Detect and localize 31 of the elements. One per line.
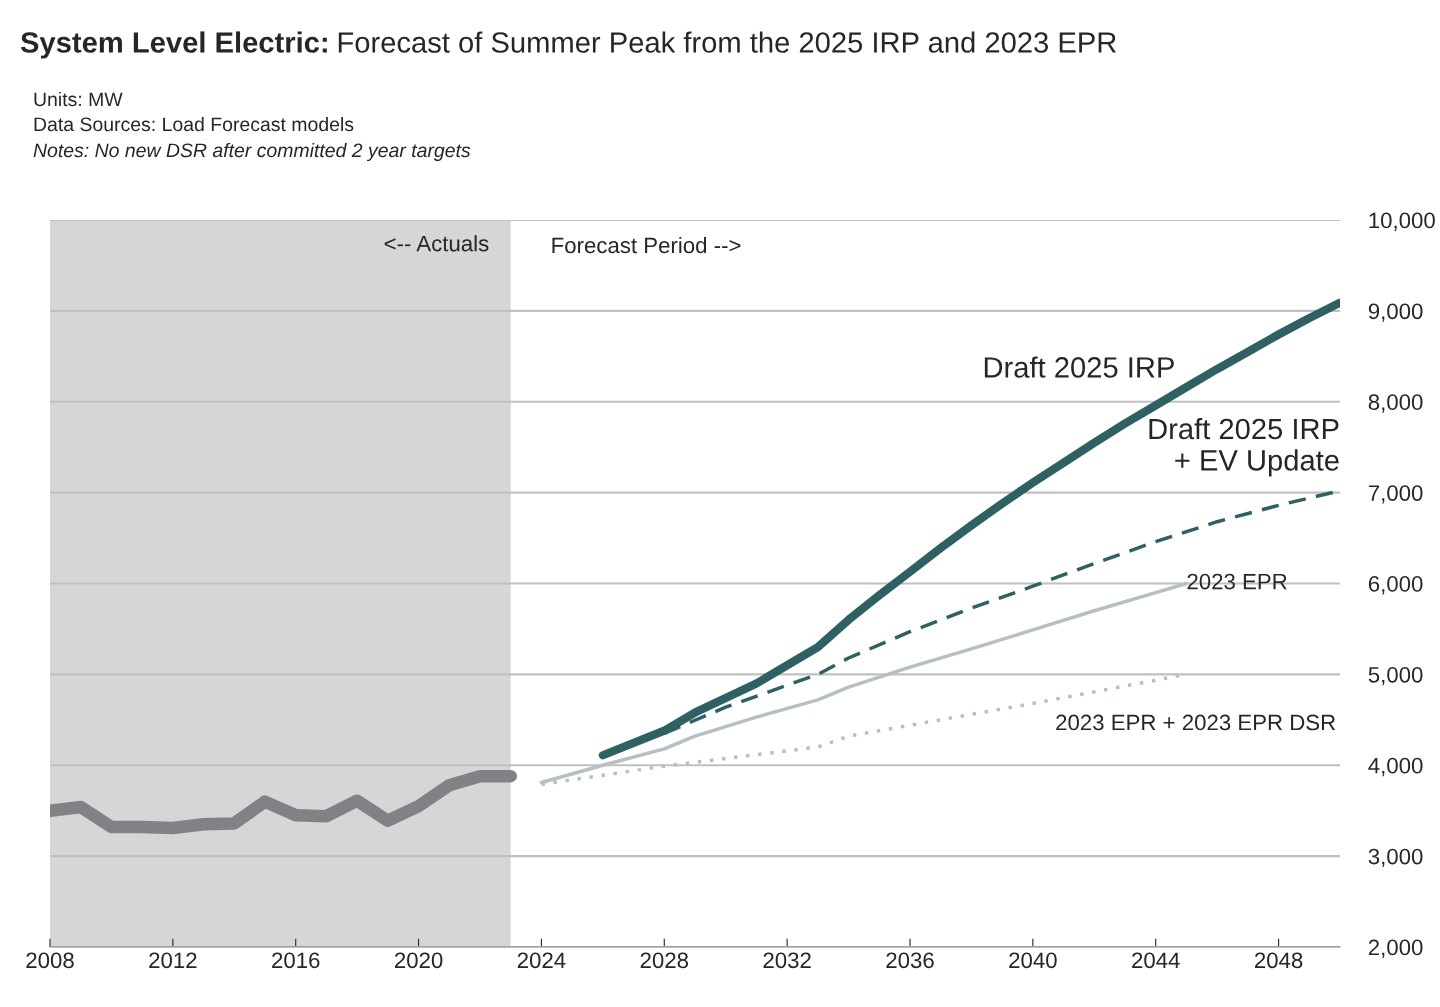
y-tick-label: 10,000 <box>1369 212 1435 231</box>
x-tick-label: 2020 <box>394 952 443 969</box>
text: Units: MW <box>34 91 123 107</box>
y-tick-label: 6,000 <box>1368 576 1423 595</box>
series-label: 2023 EPR + 2023 EPR DSR <box>1056 714 1336 731</box>
series-label: Draft 2025 IRP <box>984 356 1174 378</box>
chart-subtitle: Forecast of Summer Peak from the 2025 IRP and 2023 EPR <box>338 31 1116 53</box>
x-tick-label: 2036 <box>886 952 934 969</box>
x-tick-label: 2040 <box>1009 952 1057 969</box>
annotation: <-- Actuals <box>384 235 489 252</box>
x-tick-label: 2012 <box>149 952 197 969</box>
y-tick-label: 5,000 <box>1368 666 1423 686</box>
text: Data Sources: Load Forecast models <box>34 116 354 132</box>
x-tick-label: 2044 <box>1132 952 1180 969</box>
text: Notes: No new DSR after committed 2 year targets <box>33 142 471 162</box>
y-tick-label: 4,000 <box>1368 757 1423 777</box>
y-tick-label: 3,000 <box>1368 848 1423 868</box>
x-tick-label: 2048 <box>1254 952 1303 969</box>
x-tick-label: 2008 <box>26 952 74 969</box>
annotation: Forecast Period --> <box>552 236 741 254</box>
x-tick-label: 2028 <box>640 952 689 969</box>
series-label: Draft 2025 IRP + EV Update <box>1149 417 1339 477</box>
x-tick-label: 2016 <box>272 952 320 969</box>
y-tick-label: 7,000 <box>1368 485 1423 504</box>
series-label: 2023 EPR <box>1187 573 1287 590</box>
y-tick-label: 8,000 <box>1368 394 1423 413</box>
x-tick-label: 2032 <box>763 952 811 969</box>
y-tick-label: 2,000 <box>1368 939 1423 958</box>
x-tick-label: 2024 <box>517 952 566 969</box>
chart-title: System Level Electric: <box>20 31 327 59</box>
y-tick-label: 9,000 <box>1368 303 1423 322</box>
